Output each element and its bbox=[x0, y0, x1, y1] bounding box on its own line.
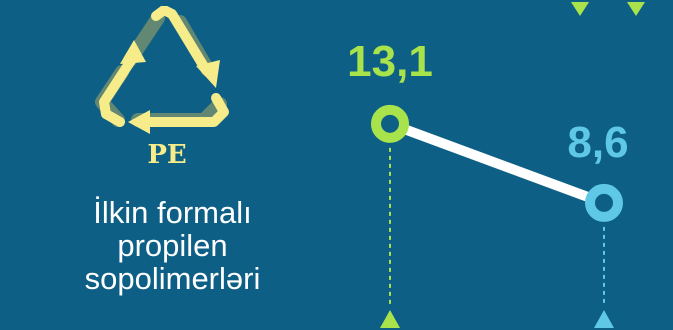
data-point-1 bbox=[371, 104, 409, 143]
material-line-1: İlkin formalı bbox=[93, 195, 252, 230]
material-line-3: sopolimerləri bbox=[84, 261, 261, 296]
base-marker-1 bbox=[380, 310, 400, 328]
data-label-2: 8,6 bbox=[567, 118, 628, 167]
top-marker-left bbox=[571, 2, 589, 16]
base-marker-2 bbox=[594, 310, 614, 328]
recycle-triangle-icon bbox=[95, 6, 229, 134]
material-line-2: propilen bbox=[117, 228, 228, 263]
material-name: İlkin formalı propilen sopolimerləri bbox=[0, 196, 345, 295]
data-point-2 bbox=[585, 183, 623, 222]
data-label-1: 13,1 bbox=[347, 37, 433, 86]
series-line bbox=[385, 118, 609, 208]
top-marker-right bbox=[627, 2, 645, 16]
resin-code-label: PE bbox=[147, 140, 187, 170]
